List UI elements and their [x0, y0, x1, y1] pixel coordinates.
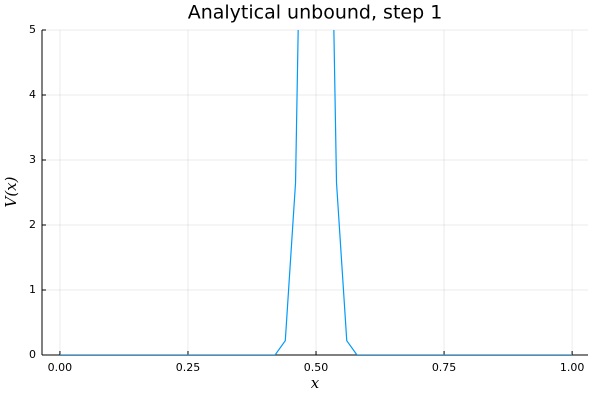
x-tick-label: 0.50	[304, 361, 329, 374]
chart-title: Analytical unbound, step 1	[188, 2, 443, 24]
x-tick-label: 0.75	[432, 361, 457, 374]
y-axis-label: V(x)	[2, 176, 20, 207]
x-tick-label: 0.00	[48, 361, 73, 374]
x-tick-label: 1.00	[560, 361, 585, 374]
x-axis-label: x	[311, 374, 320, 392]
y-tick-label: 0	[29, 348, 36, 361]
y-tick-label: 3	[29, 153, 36, 166]
y-tick-label: 2	[29, 218, 36, 231]
y-tick-label: 4	[29, 88, 36, 101]
x-tick-label: 0.25	[176, 361, 201, 374]
y-tick-label: 1	[29, 283, 36, 296]
y-tick-label: 5	[29, 23, 36, 36]
